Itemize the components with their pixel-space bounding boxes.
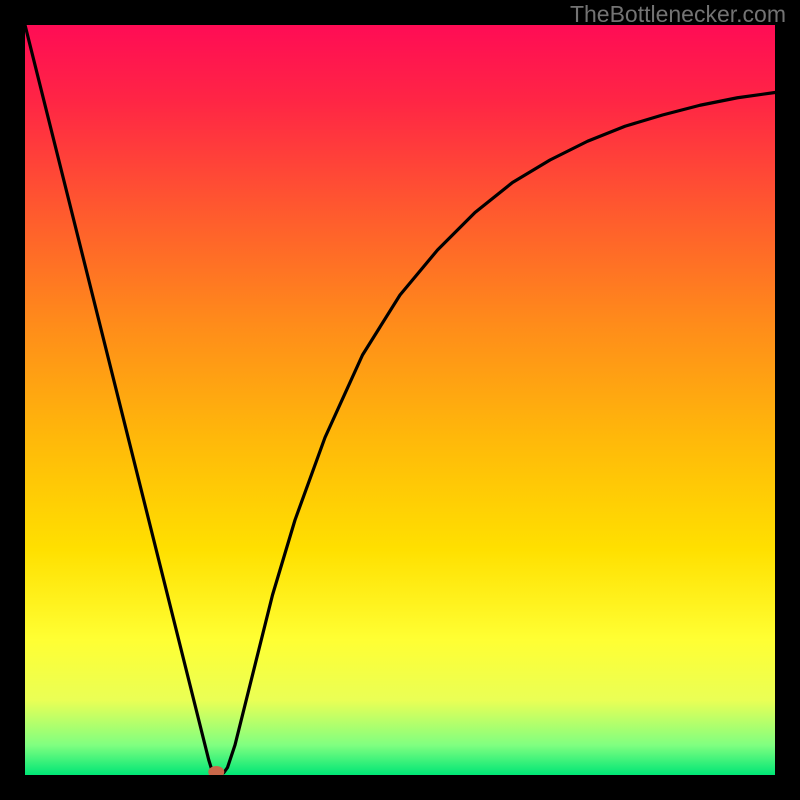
- bottleneck-chart: TheBottlenecker.com: [0, 0, 800, 800]
- gradient-background: [25, 25, 775, 775]
- attribution-text: TheBottlenecker.com: [570, 1, 786, 27]
